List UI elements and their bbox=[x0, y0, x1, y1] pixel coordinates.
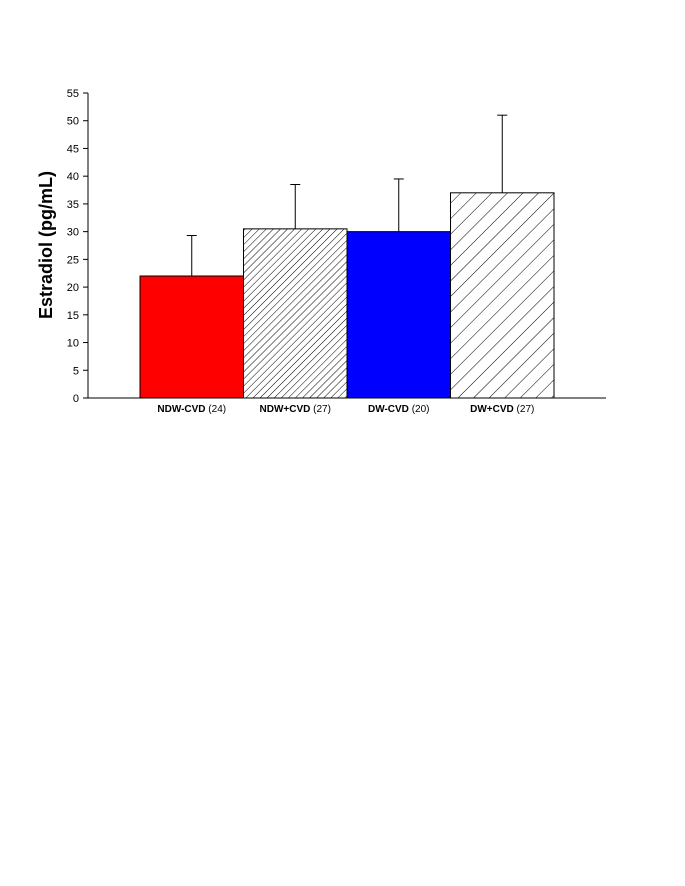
category-label: NDW+CVD (27) bbox=[260, 404, 331, 415]
y-tick-label: 35 bbox=[67, 199, 79, 211]
category-label: DW+CVD (27) bbox=[470, 404, 534, 415]
bar-dw-cvd bbox=[450, 192, 555, 399]
y-axis-label: Estradiol (pg/mL) bbox=[36, 171, 56, 319]
y-tick-label: 5 bbox=[73, 365, 79, 377]
y-tick-label: 20 bbox=[67, 282, 79, 294]
y-tick-label: 45 bbox=[67, 143, 79, 155]
category-label: DW-CVD (20) bbox=[368, 404, 429, 415]
y-tick-label: 55 bbox=[67, 88, 79, 100]
bars bbox=[139, 192, 555, 399]
y-axis: 0 5 10 15 20 25 30 35 40 45 50 55 bbox=[67, 88, 89, 405]
error-bars bbox=[186, 114, 508, 276]
bar-ndw-cvd bbox=[139, 275, 244, 399]
bar-dw-cvd bbox=[346, 231, 451, 399]
y-tick-label: 0 bbox=[73, 393, 79, 405]
bar-ndw-cvd bbox=[243, 228, 348, 399]
y-tick-label: 25 bbox=[67, 254, 79, 266]
y-tick-label: 40 bbox=[67, 171, 79, 183]
y-tick-label: 15 bbox=[67, 310, 79, 322]
category-labels: NDW-CVD (24) NDW+CVD (27) DW-CVD (20) DW+CV… bbox=[157, 404, 534, 415]
category-label: NDW-CVD (24) bbox=[157, 404, 226, 415]
y-tick-label: 30 bbox=[67, 227, 79, 239]
y-tick-label: 50 bbox=[67, 116, 79, 128]
y-tick-label: 10 bbox=[67, 338, 79, 350]
